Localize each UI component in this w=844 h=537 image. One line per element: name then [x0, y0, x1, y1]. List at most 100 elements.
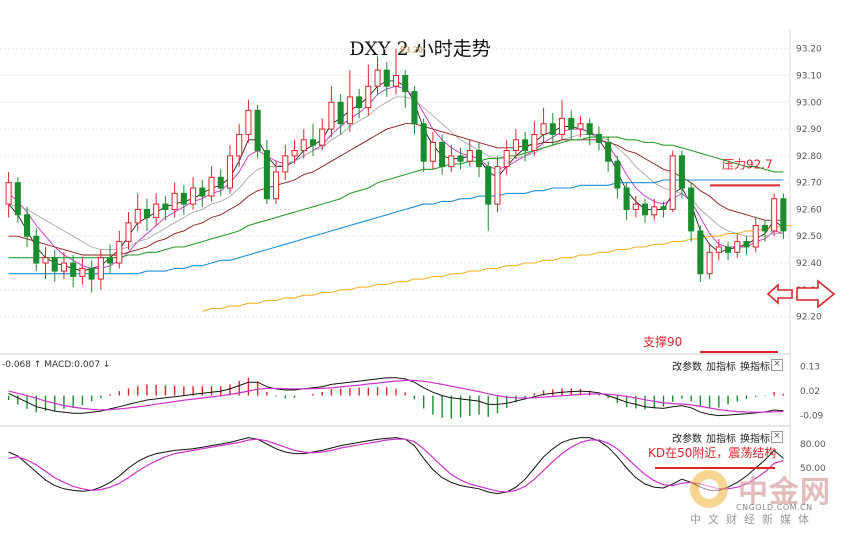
- candle-body: [319, 128, 326, 146]
- candle-body: [503, 150, 510, 168]
- price-tick-label: 92.80: [796, 152, 822, 162]
- candle-body: [522, 139, 529, 152]
- candle-body: [752, 225, 759, 248]
- candle-body: [632, 203, 639, 210]
- candle-body: [715, 246, 722, 253]
- candle-body: [374, 69, 381, 87]
- candle-body: [143, 208, 151, 218]
- candle-body: [263, 150, 270, 200]
- candle-body: [411, 91, 418, 125]
- price-high-label: 93.20: [400, 46, 423, 55]
- kd-note: KD在50附近，震荡结构: [648, 445, 776, 460]
- candle-body: [651, 206, 658, 216]
- resistance-label: 压力92.7: [722, 157, 773, 171]
- candle-body: [245, 109, 252, 135]
- candle-body: [226, 155, 234, 189]
- candle-body: [300, 139, 307, 152]
- candle-body: [420, 123, 427, 162]
- candle-body: [614, 160, 621, 189]
- kd-add-indicator-button[interactable]: 加指标: [706, 434, 736, 445]
- candle-body: [171, 192, 178, 210]
- candle-body: [457, 155, 464, 162]
- candle-body: [208, 176, 215, 197]
- candle-body: [337, 101, 344, 125]
- macd-tick-label: 0.13: [800, 363, 820, 373]
- candle-body: [79, 267, 86, 277]
- candle-body: [217, 176, 224, 189]
- kd-d-line: [8, 438, 784, 493]
- candle-body: [623, 187, 630, 210]
- moving-average-line: [8, 179, 784, 275]
- candle-body: [549, 123, 556, 135]
- price-tick-label: 92.50: [796, 232, 822, 242]
- kd-change-params-button[interactable]: 改参数: [672, 434, 702, 445]
- candle-body: [595, 133, 602, 143]
- right-arrow-icon: [796, 279, 836, 309]
- candle-body: [678, 155, 685, 189]
- candle-body: [33, 235, 40, 264]
- candle-body: [605, 141, 612, 162]
- macd-dea-line: [8, 379, 784, 413]
- candle-body: [291, 150, 298, 157]
- candle-body: [273, 171, 280, 200]
- candle-body: [475, 150, 483, 168]
- left-arrow-icon: [766, 283, 793, 305]
- candle-body: [577, 123, 584, 130]
- candle-body: [568, 117, 575, 130]
- candle-body: [107, 257, 114, 264]
- candle-body: [448, 155, 455, 168]
- price-tick-label: 93.10: [796, 72, 822, 82]
- candle-body: [116, 241, 123, 264]
- macd-close-icon[interactable]: ×: [771, 359, 783, 371]
- candle-body: [254, 109, 261, 152]
- candle-body: [5, 182, 12, 205]
- candle-body: [725, 246, 732, 253]
- moving-average-line: [8, 136, 784, 259]
- candle-body: [466, 150, 473, 162]
- moving-average-line: [8, 123, 784, 256]
- macd-change-params-button[interactable]: 改参数: [672, 362, 702, 373]
- candle-body: [190, 187, 197, 205]
- price-tick-label: 92.40: [796, 259, 822, 269]
- candle-body: [641, 203, 649, 216]
- candle-body: [134, 208, 141, 224]
- macd-tick-label: -0.09: [800, 412, 824, 422]
- candle-body: [697, 230, 704, 275]
- support-label: 支撑90: [643, 334, 682, 349]
- candle-body: [586, 123, 593, 135]
- candle-body: [669, 155, 676, 210]
- macd-switch-indicator-button[interactable]: 换指标: [740, 362, 770, 373]
- moving-average-line: [202, 224, 793, 312]
- candle-body: [734, 241, 741, 253]
- candle-body: [97, 257, 104, 280]
- macd-add-indicator-button[interactable]: 加指标: [706, 362, 736, 373]
- candle-body: [309, 139, 317, 146]
- candle-body: [180, 192, 187, 205]
- candle-body: [540, 123, 547, 135]
- candle-body: [60, 262, 67, 272]
- price-tick-label: 92.20: [796, 313, 822, 323]
- candle-body: [439, 141, 446, 168]
- candle-body: [383, 69, 390, 87]
- candle-body: [356, 96, 363, 109]
- candle-body: [42, 257, 49, 264]
- logo-icon: [690, 470, 728, 508]
- candle-body: [88, 267, 95, 280]
- kd-close-icon[interactable]: ×: [771, 431, 783, 443]
- macd-tick-label: 0.02: [800, 387, 820, 397]
- candle-body: [346, 96, 353, 125]
- kd-switch-indicator-button[interactable]: 换指标: [740, 434, 770, 445]
- candle-body: [14, 182, 21, 216]
- candle-body: [558, 117, 566, 135]
- moving-average-line: [8, 96, 784, 251]
- price-tick-label: 92.60: [796, 205, 822, 215]
- chart-title: DXY 2 小时走势: [349, 38, 491, 60]
- candle-body: [780, 198, 787, 232]
- price-tick-label: 93.20: [796, 45, 822, 55]
- candle-body: [429, 141, 436, 162]
- candle-body: [51, 257, 58, 272]
- candle-body: [743, 241, 750, 248]
- macd-dif-line: [8, 377, 784, 417]
- candle-body: [706, 251, 713, 275]
